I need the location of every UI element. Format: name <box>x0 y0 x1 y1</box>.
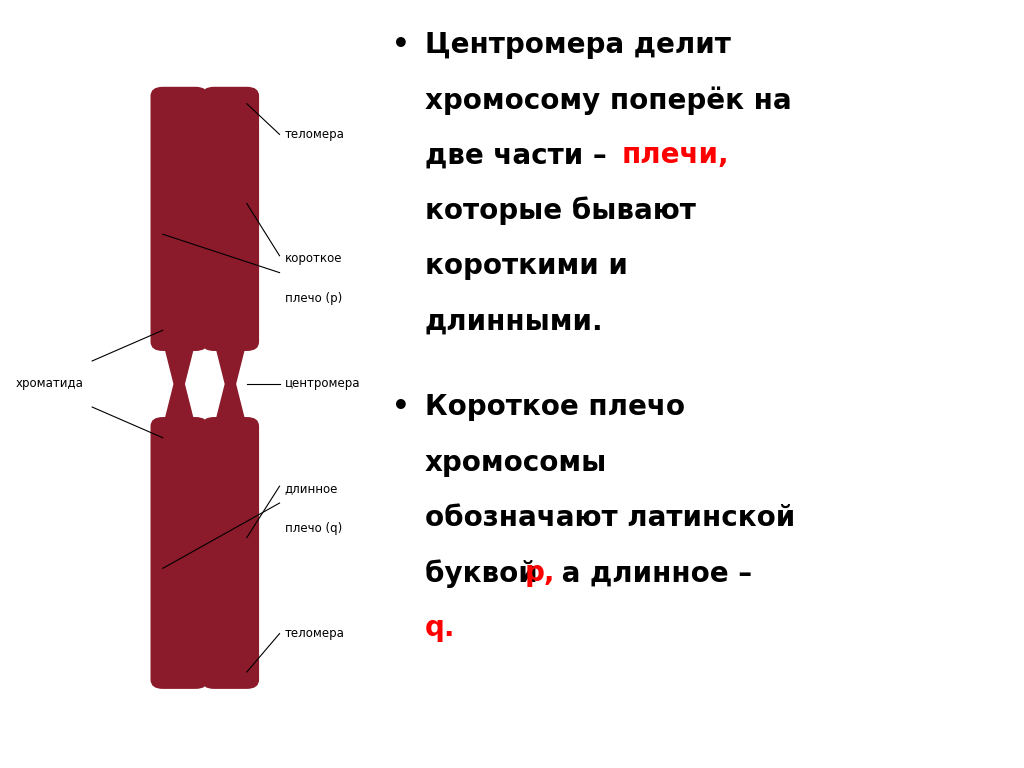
Text: Короткое плечо: Короткое плечо <box>425 393 685 421</box>
Text: плечо (p): плечо (p) <box>285 292 342 305</box>
Polygon shape <box>163 342 196 426</box>
Text: хроматида: хроматида <box>15 378 83 390</box>
Text: длинное: длинное <box>285 482 338 495</box>
FancyBboxPatch shape <box>202 87 259 351</box>
Text: буквой: буквой <box>425 559 548 588</box>
Text: короткими и: короткими и <box>425 252 628 280</box>
Text: плечо (q): плечо (q) <box>285 522 342 535</box>
Text: обозначают латинской: обозначают латинской <box>425 504 796 531</box>
Text: p,: p, <box>524 559 555 587</box>
Text: короткое: короткое <box>285 252 342 265</box>
Text: хромосомы: хромосомы <box>425 449 607 476</box>
FancyBboxPatch shape <box>151 87 208 351</box>
FancyBboxPatch shape <box>202 417 259 689</box>
Text: q.: q. <box>425 614 456 642</box>
Text: теломера: теломера <box>285 627 344 640</box>
Text: которые бывают: которые бывают <box>425 197 696 225</box>
FancyBboxPatch shape <box>151 417 208 689</box>
Text: хромосому поперёк на: хромосому поперёк на <box>425 86 792 114</box>
Text: две части –: две части – <box>425 141 616 169</box>
Text: центромера: центромера <box>285 378 360 390</box>
Text: •: • <box>392 31 410 58</box>
Text: плечи,: плечи, <box>622 141 729 169</box>
Text: теломера: теломера <box>285 128 344 141</box>
Polygon shape <box>214 342 247 426</box>
Text: а длинное –: а длинное – <box>552 559 752 587</box>
Text: •: • <box>392 393 410 421</box>
Text: Центромера делит: Центромера делит <box>425 31 731 58</box>
Text: длинными.: длинными. <box>425 307 603 335</box>
